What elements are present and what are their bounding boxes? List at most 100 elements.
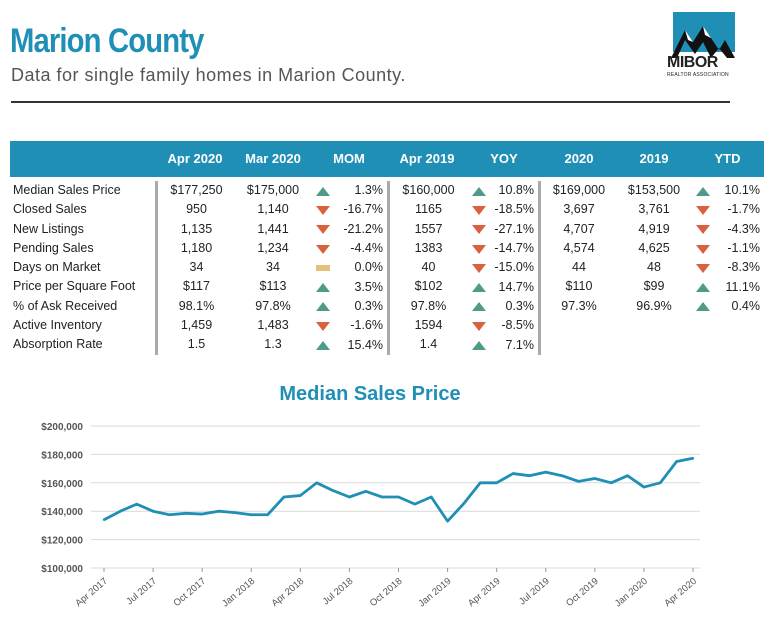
up-arrow-icon (316, 302, 330, 312)
up-arrow-icon (472, 341, 486, 351)
cell-yoy: 10.8% (467, 181, 541, 201)
cell-2020: 4,574 (563, 240, 595, 255)
data-point (380, 495, 384, 499)
mom-value: 0.0% (354, 260, 384, 275)
data-point (511, 472, 515, 475)
cell-mar-2020: 97.8% (255, 298, 291, 313)
data-point (315, 481, 318, 484)
y-tick-label: $200,000 (41, 422, 83, 433)
row-label: Days on Market (13, 260, 101, 275)
data-point (184, 512, 188, 515)
down-arrow-icon (316, 205, 330, 215)
table-row: New Listings 1,135 1,441 -21.2% 1557 -27.1% 4,… (10, 219, 764, 239)
data-point (397, 495, 400, 499)
cell-apr-2019: 97.8% (387, 296, 467, 317)
table-row: Pending Sales 1,180 1,234 -4.4% 1383 -14.7% 4,… (10, 238, 764, 259)
down-arrow-icon (316, 244, 330, 254)
cell-ytd: -4.3% (691, 220, 764, 239)
mom-value: -16.7% (343, 202, 383, 217)
up-arrow-icon (472, 283, 486, 293)
cell-ytd: -8.3% (691, 258, 764, 277)
x-tick-label: Apr 2017 (73, 576, 110, 609)
x-tick-label: Apr 2018 (270, 576, 307, 609)
cell-apr-2019: 40 (387, 258, 467, 278)
data-point (119, 510, 122, 513)
cell-ytd (691, 316, 764, 335)
data-point (642, 485, 646, 489)
cell-2019: $153,500 (627, 183, 681, 197)
table-row: Closed Sales 950 1,140 -16.7% 1165 -18.5% 3,69… (10, 200, 764, 220)
yoy-value: 0.3% (505, 298, 535, 313)
cell-mar-2020: 1,234 (257, 240, 289, 255)
mom-value: 0.3% (354, 298, 384, 313)
row-label: % of Ask Received (13, 298, 118, 313)
row-label: Active Inventory (13, 318, 102, 333)
down-arrow-icon (316, 225, 330, 235)
ytd-value: 10.1% (724, 183, 760, 198)
cell-apr-2020: 950 (155, 200, 235, 220)
x-tick-label: Oct 2019 (564, 576, 601, 609)
chart-title: Median Sales Price (279, 383, 461, 405)
cell-apr-2019: 1594 (387, 316, 467, 336)
data-point (168, 513, 171, 516)
data-point (233, 511, 237, 514)
cell-apr-2020: 1.5 (155, 335, 235, 355)
data-point (609, 481, 613, 484)
y-tick-label: $120,000 (41, 536, 83, 547)
data-point (626, 474, 629, 477)
row-label: Price per Square Foot (13, 279, 136, 294)
header-divider (11, 101, 730, 103)
data-point (364, 490, 367, 493)
cell-apr-2020: 34 (155, 258, 235, 278)
x-tick-label: Jan 2020 (613, 576, 650, 610)
x-tick-label: Jul 2019 (517, 576, 552, 608)
data-point (282, 495, 286, 499)
cell-2020: 3,697 (563, 202, 595, 217)
logo-subtitle: REALTOR ASSOCIATION (667, 72, 729, 78)
cell-mom: 15.4% (311, 335, 387, 354)
col-header-2019: 2019 (639, 151, 669, 166)
cell-apr-2019: $160,000 (387, 181, 467, 201)
data-point (593, 477, 597, 480)
ytd-value: 11.1% (725, 279, 760, 294)
mom-value: -1.6% (350, 318, 383, 333)
cell-apr-2019: $102 (387, 277, 467, 297)
cell-yoy: -18.5% (467, 200, 541, 220)
data-point (331, 489, 335, 492)
mom-value: -21.2% (343, 221, 383, 236)
data-point (135, 502, 138, 506)
up-arrow-icon (316, 341, 330, 351)
data-point (479, 481, 482, 484)
col-header-2020: 2020 (564, 151, 594, 166)
data-point (544, 470, 547, 474)
col-header-apr-2019: Apr 2019 (399, 151, 455, 166)
cell-ytd: -1.1% (691, 239, 764, 258)
up-arrow-icon (696, 186, 710, 196)
cell-apr-2020: 1,459 (155, 316, 235, 336)
down-arrow-icon (316, 321, 330, 331)
cell-yoy: 14.7% (467, 277, 541, 297)
cell-2019: 4,919 (638, 221, 670, 236)
cell-apr-2020: 1,135 (155, 219, 235, 239)
table-row: Price per Square Foot $117 $113 3.5% $102 14.… (10, 277, 764, 297)
x-tick-label: Jan 2018 (220, 576, 257, 610)
cell-yoy: 7.1% (467, 335, 541, 355)
up-arrow-icon (472, 186, 486, 196)
cell-apr-2020: 98.1% (155, 296, 235, 317)
cell-mom: 3.5% (311, 277, 387, 296)
y-tick-label: $160,000 (41, 479, 83, 490)
data-point (528, 474, 531, 477)
mibor-logo-icon (671, 12, 735, 58)
col-header-yoy: YOY (490, 151, 518, 166)
median-price-series-line (103, 456, 694, 523)
x-tick-label: Apr 2019 (466, 576, 503, 609)
yoy-value: -15.0% (494, 260, 534, 275)
cell-ytd: 10.1% (691, 181, 764, 200)
data-point (217, 510, 220, 513)
cell-mar-2020: 1.3 (264, 337, 282, 352)
col-header-apr-2020: Apr 2020 (167, 151, 223, 166)
yoy-value: -27.1% (494, 221, 534, 236)
page-title: Marion County (10, 22, 204, 60)
col-header-ytd: YTD (714, 151, 741, 166)
data-point (577, 480, 580, 483)
